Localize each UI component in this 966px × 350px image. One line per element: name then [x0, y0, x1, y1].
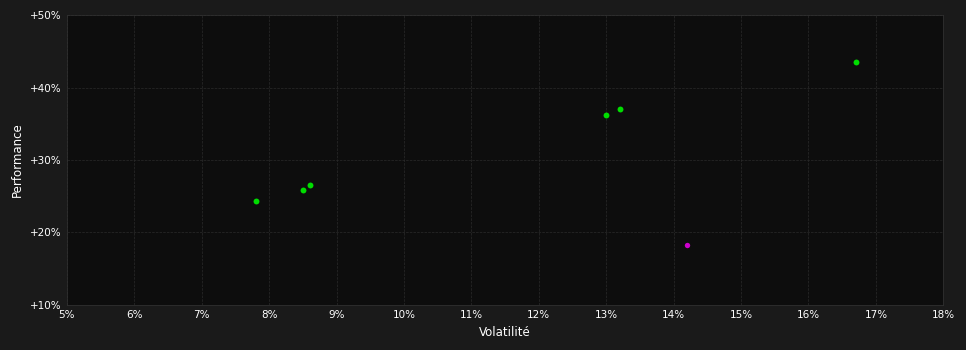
Point [295, 188, 310, 193]
Point [599, 112, 614, 118]
Point [301, 182, 317, 188]
Y-axis label: Performance: Performance [12, 122, 24, 197]
X-axis label: Volatilité: Volatilité [479, 326, 531, 339]
Point [679, 242, 695, 247]
Point [612, 106, 628, 112]
Point [848, 60, 864, 65]
Point [248, 198, 264, 204]
